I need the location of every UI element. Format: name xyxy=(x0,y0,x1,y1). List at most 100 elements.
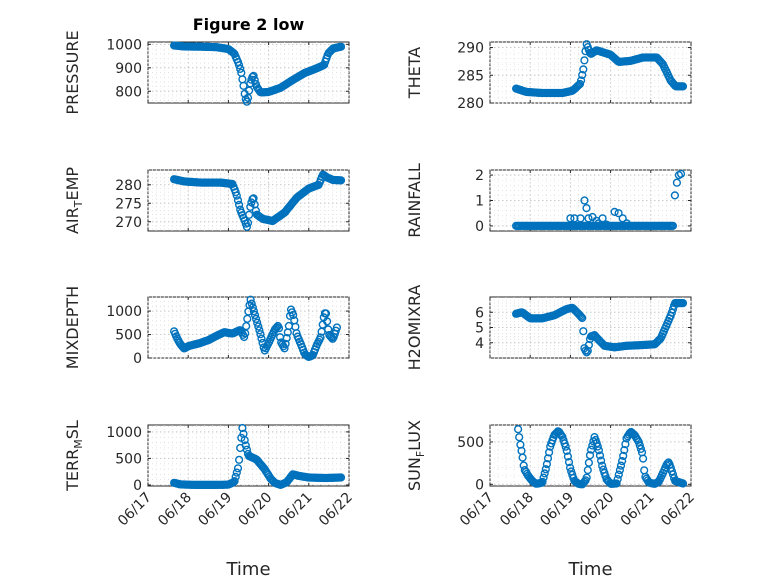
data-point xyxy=(241,441,250,450)
data-point xyxy=(324,325,333,334)
data-point xyxy=(616,461,626,470)
panel-3-ytick-label: 1 xyxy=(475,194,484,210)
data-point xyxy=(598,214,607,223)
data-point xyxy=(245,210,254,219)
data-point xyxy=(668,221,678,231)
data-point xyxy=(575,311,585,320)
data-point xyxy=(672,178,682,187)
panel-1-ylabel: THETA xyxy=(405,47,424,99)
data-point xyxy=(615,466,625,475)
data-point xyxy=(575,79,585,89)
data-point xyxy=(618,214,627,223)
data-point xyxy=(543,454,553,463)
panel-5-ytick-label: 4 xyxy=(475,336,484,352)
data-point xyxy=(282,334,291,343)
data-point xyxy=(232,191,241,200)
panel-3-ytick-label: 0 xyxy=(475,219,484,235)
data-point xyxy=(576,76,586,85)
data-point xyxy=(253,318,262,327)
data-point xyxy=(614,209,623,218)
data-point xyxy=(235,455,244,464)
data-point xyxy=(602,220,611,229)
data-point xyxy=(619,451,628,461)
panel-6-xlabel: Time xyxy=(225,559,270,580)
data-point xyxy=(585,451,595,460)
panel-3-ytick-label: 2 xyxy=(475,168,484,184)
data-point xyxy=(566,214,575,223)
panel-1-ytick-label: 290 xyxy=(457,41,484,57)
data-point xyxy=(271,324,280,333)
data-point xyxy=(564,458,574,467)
panel-6-xtick-label: 06/19 xyxy=(195,490,235,530)
chart-panel-6: 0 500 1000 06/17 06/18 06/19 06/20 06/21 06/22 TE… xyxy=(63,420,356,580)
data-point xyxy=(579,65,588,74)
panel-6-xtick-label: 06/21 xyxy=(276,490,316,530)
panel-7-xtick-label: 06/17 xyxy=(457,490,497,530)
data-point xyxy=(594,446,604,455)
data-point xyxy=(232,468,241,477)
data-point xyxy=(541,465,550,474)
data-point xyxy=(247,299,256,308)
chart-panel-2: 270 275 280 AIRTEMP xyxy=(63,167,350,234)
chart-panel-4: 0 500 1000 MIXDEPTH xyxy=(63,286,350,369)
data-point xyxy=(249,307,259,316)
data-point xyxy=(255,326,264,335)
data-point xyxy=(582,473,591,482)
data-point xyxy=(518,453,527,462)
data-point xyxy=(537,478,546,487)
panel-7-xtick-label: 06/21 xyxy=(618,490,658,530)
panel-6-ytick-label: 500 xyxy=(115,451,142,467)
data-point xyxy=(565,463,575,472)
panel-2-ytick-label: 275 xyxy=(115,196,142,212)
data-point xyxy=(613,475,622,484)
panel-5-ylabel: H2OMIXRA xyxy=(405,285,424,371)
panel-4-ylabel: MIXDEPTH xyxy=(63,286,82,369)
data-point xyxy=(332,323,342,332)
panel-2-ytick-label: 270 xyxy=(115,215,142,231)
data-point xyxy=(230,477,239,486)
data-point xyxy=(249,71,258,81)
data-point xyxy=(515,433,524,442)
panel-6-xtick-label: 06/17 xyxy=(115,490,155,530)
data-point xyxy=(580,196,589,205)
data-point xyxy=(321,309,331,318)
data-point xyxy=(676,169,686,178)
data-point xyxy=(579,327,588,336)
data-point xyxy=(250,310,260,320)
panel-0-ylabel: PRESSURE xyxy=(63,30,82,114)
data-point xyxy=(580,477,589,486)
data-point xyxy=(621,440,630,449)
panel-1-ytick-label: 285 xyxy=(457,68,484,84)
data-point xyxy=(240,332,249,342)
data-point xyxy=(578,313,587,323)
data-point xyxy=(274,324,284,333)
panel-7-xlabel: Time xyxy=(567,559,612,580)
data-point xyxy=(678,479,688,488)
data-point xyxy=(281,339,290,349)
data-point xyxy=(622,219,631,228)
data-point xyxy=(242,222,252,232)
panel-7-ytick-label: 0 xyxy=(475,477,484,493)
data-point xyxy=(238,423,247,433)
data-point xyxy=(638,454,648,463)
data-point xyxy=(233,464,243,473)
chart-panel-1: 280 285 290 THETA xyxy=(405,40,692,112)
data-point xyxy=(563,452,573,461)
data-point xyxy=(561,442,570,451)
panel-2-ytick-label: 280 xyxy=(115,178,142,194)
data-point xyxy=(574,80,583,90)
panel-6-xtick-label: 06/22 xyxy=(316,490,356,530)
data-point xyxy=(231,188,240,197)
panel-4-ytick-label: 1000 xyxy=(106,304,142,320)
data-point xyxy=(242,97,252,106)
panel-4-ytick-label: 0 xyxy=(133,351,142,367)
panel-6-ytick-label: 0 xyxy=(133,478,142,494)
chart-panel-5: 456 H2OMIXRA xyxy=(405,285,692,371)
data-point xyxy=(582,204,591,213)
data-point xyxy=(316,333,325,342)
data-point xyxy=(578,70,587,80)
data-point xyxy=(250,75,259,85)
data-point xyxy=(562,446,571,456)
data-point xyxy=(323,317,332,326)
